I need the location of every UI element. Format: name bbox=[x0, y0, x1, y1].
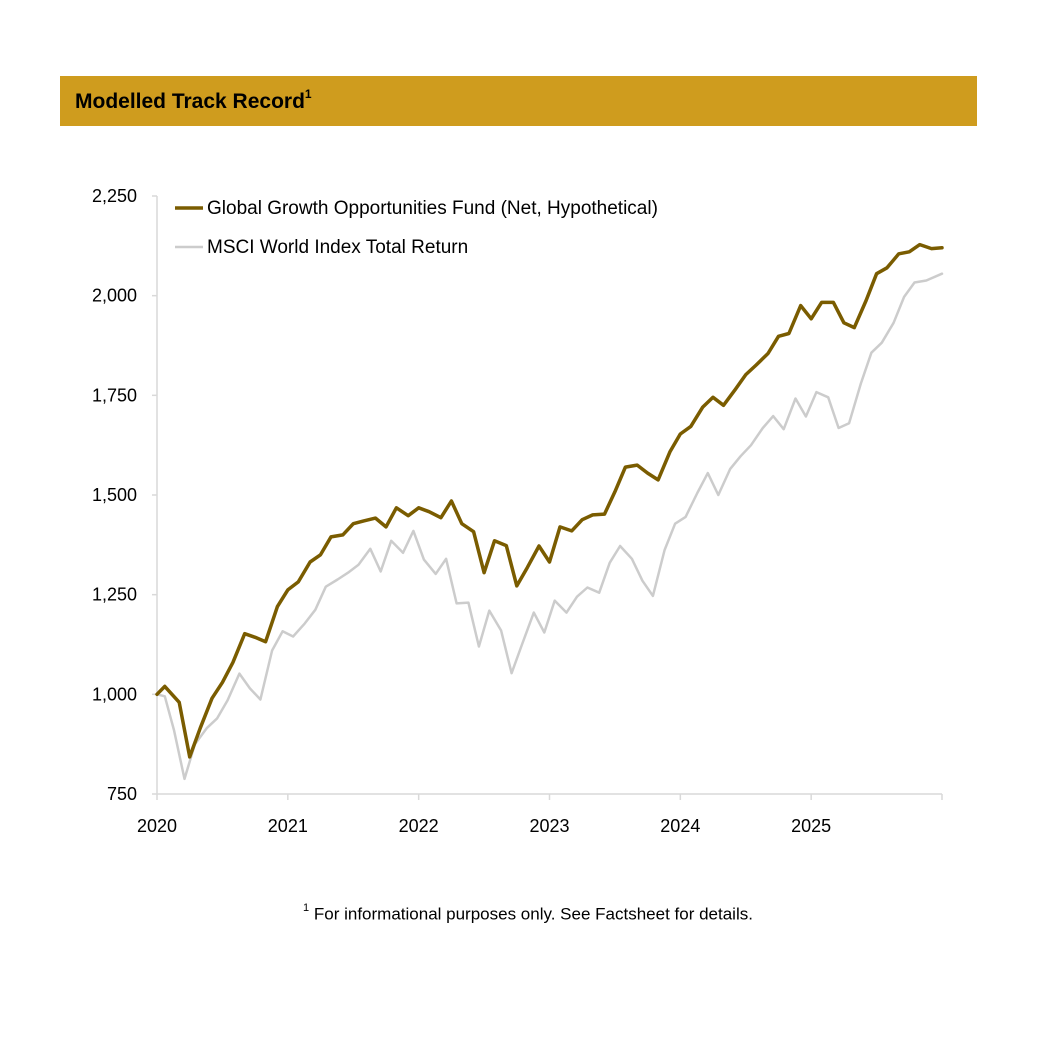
title-footnote-marker: 1 bbox=[304, 87, 312, 101]
fund-series-line bbox=[155, 242, 944, 759]
y-tick-label: 1,500 bbox=[92, 485, 137, 505]
y-tick-label: 1,250 bbox=[92, 585, 137, 605]
legend-label-benchmark: MSCI World Index Total Return bbox=[207, 237, 468, 258]
page-title: Modelled Track Record1 bbox=[75, 87, 312, 113]
header-bar: Modelled Track Record1 bbox=[60, 76, 977, 126]
x-tick-label: 2020 bbox=[137, 816, 177, 836]
y-tick-label: 2,000 bbox=[92, 286, 137, 306]
footnote-text: For informational purposes only. See Fac… bbox=[309, 904, 753, 924]
y-tick-label: 1,000 bbox=[92, 684, 137, 704]
x-tick-label: 2025 bbox=[791, 816, 831, 836]
x-tick-label: 2024 bbox=[660, 816, 700, 836]
y-tick-label: 2,250 bbox=[92, 186, 137, 206]
legend-label-fund: Global Growth Opportunities Fund (Net, H… bbox=[207, 198, 658, 219]
x-tick-label: 2023 bbox=[529, 816, 569, 836]
x-tick-label: 2021 bbox=[268, 816, 308, 836]
footnote-marker: 1 bbox=[303, 902, 310, 914]
y-tick-label: 1,750 bbox=[92, 385, 137, 405]
y-tick-label: 750 bbox=[107, 784, 137, 804]
footnote: 1 For informational purposes only. See F… bbox=[0, 902, 1037, 925]
x-tick-label: 2022 bbox=[399, 816, 439, 836]
benchmark-series-line bbox=[155, 272, 944, 781]
